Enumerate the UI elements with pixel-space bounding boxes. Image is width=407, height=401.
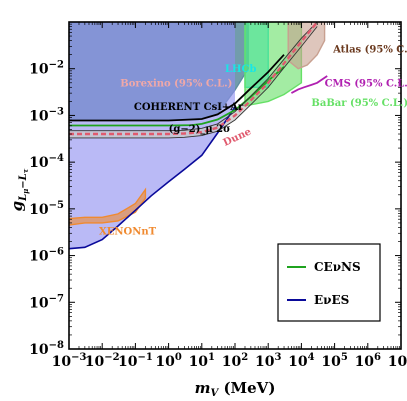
axis-tick-labels: 10−310−210−110010110210310410510610710−8… [29,60,407,370]
y-tick-label: 10−3 [29,106,64,124]
x-axis-title: mV (MeV) [195,379,276,399]
annotation-babar-95-c-l: BaBar (95% C.L.) [311,98,407,109]
x-tick-label: 105 [321,352,347,370]
x-tick-label: 10−3 [52,352,87,370]
annotation-g-2-2: (g−2)_μ 2σ [169,124,231,135]
band-upper-g-2-2 [69,22,318,132]
x-tick-label: 103 [255,352,281,370]
region-xenonnt [69,187,147,226]
legend-label-eves: EνES [314,293,349,307]
y-tick-label: 10−8 [29,340,64,358]
x-tick-label: 102 [222,352,248,370]
x-tick-label: 107 [388,352,407,370]
legend: CEνNS EνES [277,243,381,322]
chart-annotations: Atlas (95% C.L.) LHCb CMS (95% C.L.) Borexi… [99,45,407,238]
legend-box [277,243,381,322]
x-tick-label: 10−1 [118,352,153,370]
region-atlas-95-c-l [287,22,326,70]
band-lower-g-2-2 [69,26,318,139]
region-edge-e-es [69,106,236,250]
x-tick-label: 104 [288,352,314,370]
y-tick-label: 10−6 [29,247,64,265]
y-tick-label: 10−4 [29,153,64,171]
annotation-coherent-csi-ar: COHERENT CsI+Ar [134,102,244,113]
x-tick-label: 100 [155,352,181,370]
axis-ticks [68,22,402,350]
curve-dune [69,22,319,136]
annotation-borexino-95-c-l: Borexino (95% C.L.) [120,78,232,89]
legend-label-cevns: CEνNS [314,260,361,274]
x-tick-label: 10−2 [85,352,120,370]
region-babar-95-c-l [244,22,303,107]
annotation-cms-95-c-l: CMS (95% C.L.) [325,78,407,89]
y-axis-title: gLμ−Lτ [8,168,30,211]
annotation-atlas-95-c-l: Atlas (95% C.L.) [332,45,407,56]
curve-coherent-csi-ar [69,54,285,122]
annotation-lhcb: LHCb [225,64,256,75]
x-tick-label: 106 [355,352,381,370]
annotation-xenonnt: XENONnT [99,227,157,238]
y-tick-label: 10−5 [29,200,64,218]
y-tick-label: 10−2 [29,60,64,78]
curve-cms-95-c-l [290,75,328,94]
x-tick-label: 101 [189,352,215,370]
curve-ce-ns [69,66,285,127]
constraint-curves [69,22,328,250]
y-tick-label: 10−7 [29,293,64,311]
